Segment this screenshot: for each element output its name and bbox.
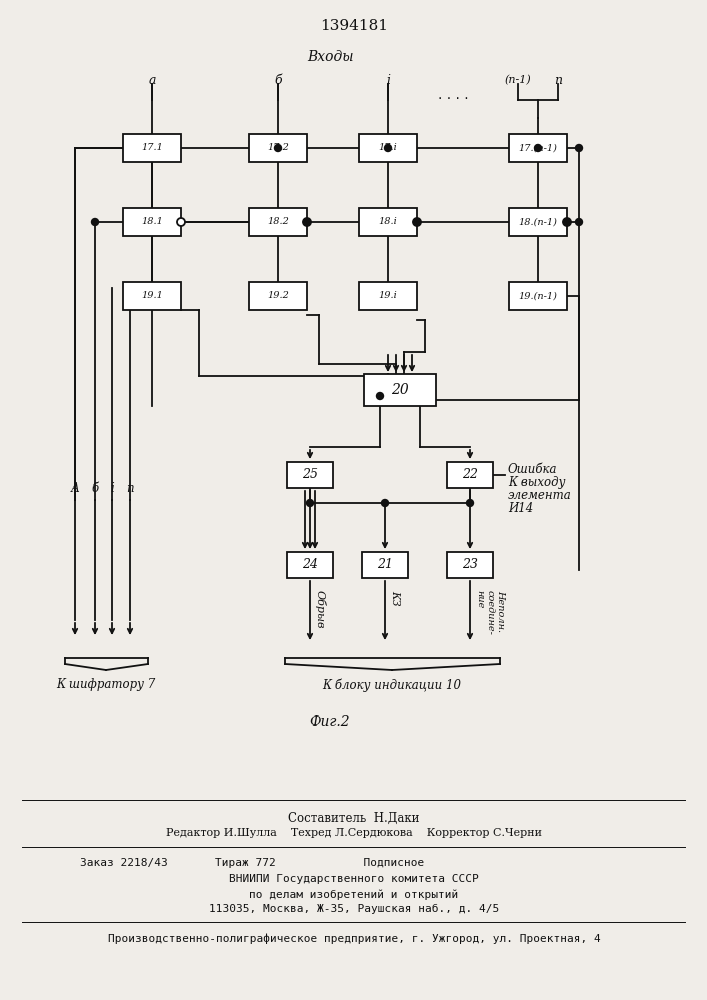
- Bar: [249, 208, 307, 236]
- Bar: [359, 134, 417, 162]
- Text: К блоку индикации 10: К блоку индикации 10: [322, 678, 462, 692]
- Text: К шифратору 7: К шифратору 7: [57, 678, 156, 691]
- Circle shape: [575, 144, 583, 151]
- Circle shape: [467, 499, 474, 506]
- Text: И14: И14: [508, 502, 533, 515]
- Circle shape: [563, 219, 571, 226]
- Text: 19.(n-1): 19.(n-1): [518, 292, 557, 300]
- Bar: [249, 134, 307, 162]
- Text: 18.2: 18.2: [267, 218, 289, 227]
- Text: 21: 21: [377, 558, 393, 572]
- Circle shape: [382, 499, 389, 506]
- Text: ВНИИПИ Государственного комитета СССР: ВНИИПИ Государственного комитета СССР: [229, 874, 479, 884]
- Bar: [359, 208, 417, 236]
- Text: 19.2: 19.2: [267, 292, 289, 300]
- Text: А: А: [71, 482, 79, 495]
- Circle shape: [414, 219, 421, 226]
- Text: К выходу: К выходу: [508, 476, 566, 489]
- Text: 17.(n-1): 17.(n-1): [518, 143, 557, 152]
- Text: 1394181: 1394181: [320, 19, 388, 33]
- Bar: [123, 208, 181, 236]
- Bar: [509, 134, 567, 162]
- Text: Редактор И.Шулла    Техред Л.Сердюкова    Корректор С.Черни: Редактор И.Шулла Техред Л.Сердюкова Корр…: [166, 828, 542, 838]
- Text: Ошибка: Ошибка: [508, 463, 558, 476]
- Text: 17.1: 17.1: [141, 143, 163, 152]
- Text: 17.i: 17.i: [379, 143, 397, 152]
- Text: КЗ: КЗ: [390, 590, 400, 605]
- Circle shape: [177, 218, 185, 226]
- Text: 24: 24: [302, 558, 318, 572]
- Circle shape: [274, 144, 281, 151]
- Circle shape: [575, 219, 583, 226]
- Text: Заказ 2218/43       Тираж 772             Подписное: Заказ 2218/43 Тираж 772 Подписное: [80, 858, 424, 868]
- Text: Обрыв: Обрыв: [315, 590, 326, 629]
- Circle shape: [534, 144, 542, 151]
- Bar: [123, 282, 181, 310]
- Text: 20: 20: [391, 383, 409, 397]
- Circle shape: [413, 218, 421, 226]
- Bar: [359, 282, 417, 310]
- Bar: [509, 282, 567, 310]
- Circle shape: [303, 218, 311, 226]
- Text: по делам изобретений и открытий: по делам изобретений и открытий: [250, 889, 459, 900]
- Circle shape: [377, 392, 383, 399]
- Text: 18.(n-1): 18.(n-1): [518, 218, 557, 227]
- Text: Неполн.
соедине-
ние: Неполн. соедине- ние: [475, 590, 505, 635]
- Text: элемента: элемента: [508, 489, 572, 502]
- Text: 19.i: 19.i: [379, 292, 397, 300]
- Text: i: i: [386, 74, 390, 87]
- Text: . . . .: . . . .: [438, 88, 468, 102]
- Circle shape: [563, 218, 571, 226]
- Text: Входы: Входы: [307, 50, 354, 64]
- Text: 25: 25: [302, 468, 318, 482]
- Text: 23: 23: [462, 558, 478, 572]
- Circle shape: [303, 219, 310, 226]
- Circle shape: [307, 499, 313, 506]
- Bar: [287, 552, 333, 578]
- Text: 18.1: 18.1: [141, 218, 163, 227]
- Bar: [447, 552, 493, 578]
- Text: (n-1): (n-1): [505, 75, 532, 85]
- Text: n: n: [554, 74, 562, 87]
- Text: 113035, Москва, Ж-35, Раушская наб., д. 4/5: 113035, Москва, Ж-35, Раушская наб., д. …: [209, 904, 499, 914]
- Text: Составитель  Н.Даки: Составитель Н.Даки: [288, 812, 420, 825]
- Bar: [249, 282, 307, 310]
- Bar: [362, 552, 408, 578]
- Text: Фиг.2: Фиг.2: [310, 715, 350, 729]
- Text: Производственно-полиграфическое предприятие, г. Ужгород, ул. Проектная, 4: Производственно-полиграфическое предприя…: [107, 933, 600, 944]
- Bar: [287, 462, 333, 488]
- Text: 17.2: 17.2: [267, 143, 289, 152]
- Text: 19.1: 19.1: [141, 292, 163, 300]
- Text: 22: 22: [462, 468, 478, 482]
- Bar: [364, 374, 436, 406]
- Bar: [509, 208, 567, 236]
- Bar: [447, 462, 493, 488]
- Text: i: i: [110, 482, 114, 495]
- Text: 18.i: 18.i: [379, 218, 397, 227]
- Text: б: б: [91, 482, 98, 495]
- Text: n: n: [126, 482, 134, 495]
- Bar: [123, 134, 181, 162]
- Circle shape: [385, 144, 392, 151]
- Circle shape: [91, 219, 98, 226]
- Text: б: б: [274, 74, 282, 87]
- Text: а: а: [148, 74, 156, 87]
